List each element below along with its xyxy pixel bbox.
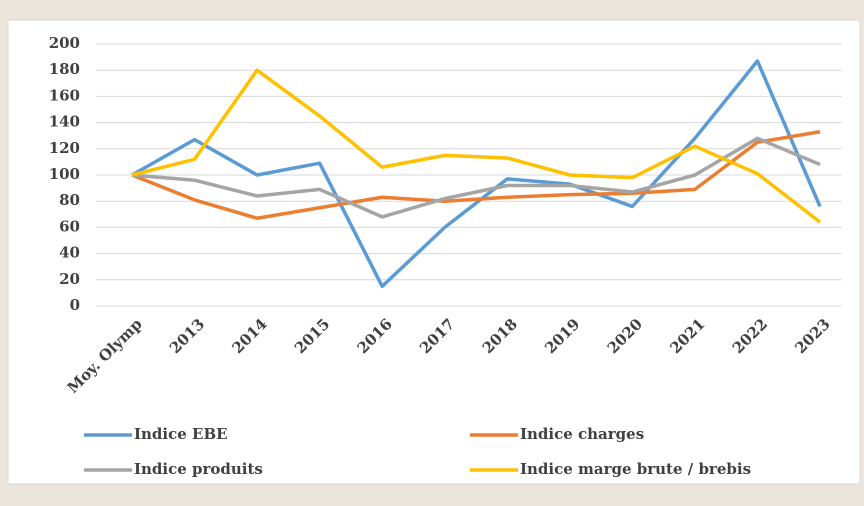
series-line bbox=[131, 59, 822, 289]
y-tick-label: 180 bbox=[49, 60, 80, 78]
chart-area bbox=[7, 19, 861, 485]
legend-label: Indice marge brute / brebis bbox=[520, 460, 751, 478]
y-tick-label: 0 bbox=[70, 296, 80, 314]
series-line bbox=[131, 68, 822, 224]
y-tick-label: 60 bbox=[59, 217, 80, 235]
y-tick-label: 120 bbox=[49, 139, 80, 157]
y-tick-label: 140 bbox=[49, 113, 80, 131]
y-tick-label: 160 bbox=[49, 86, 80, 104]
legend-label: Indice EBE bbox=[134, 425, 228, 443]
y-tick-label: 200 bbox=[49, 34, 80, 52]
series-line bbox=[131, 130, 821, 220]
legend-label: Indice produits bbox=[134, 460, 263, 478]
y-tick-label: 20 bbox=[59, 270, 80, 288]
series-line bbox=[131, 136, 821, 219]
y-tick-label: 80 bbox=[59, 191, 80, 209]
y-tick-label: 100 bbox=[49, 165, 80, 183]
legend-label: Indice charges bbox=[520, 425, 644, 443]
y-tick-label: 40 bbox=[59, 244, 80, 262]
